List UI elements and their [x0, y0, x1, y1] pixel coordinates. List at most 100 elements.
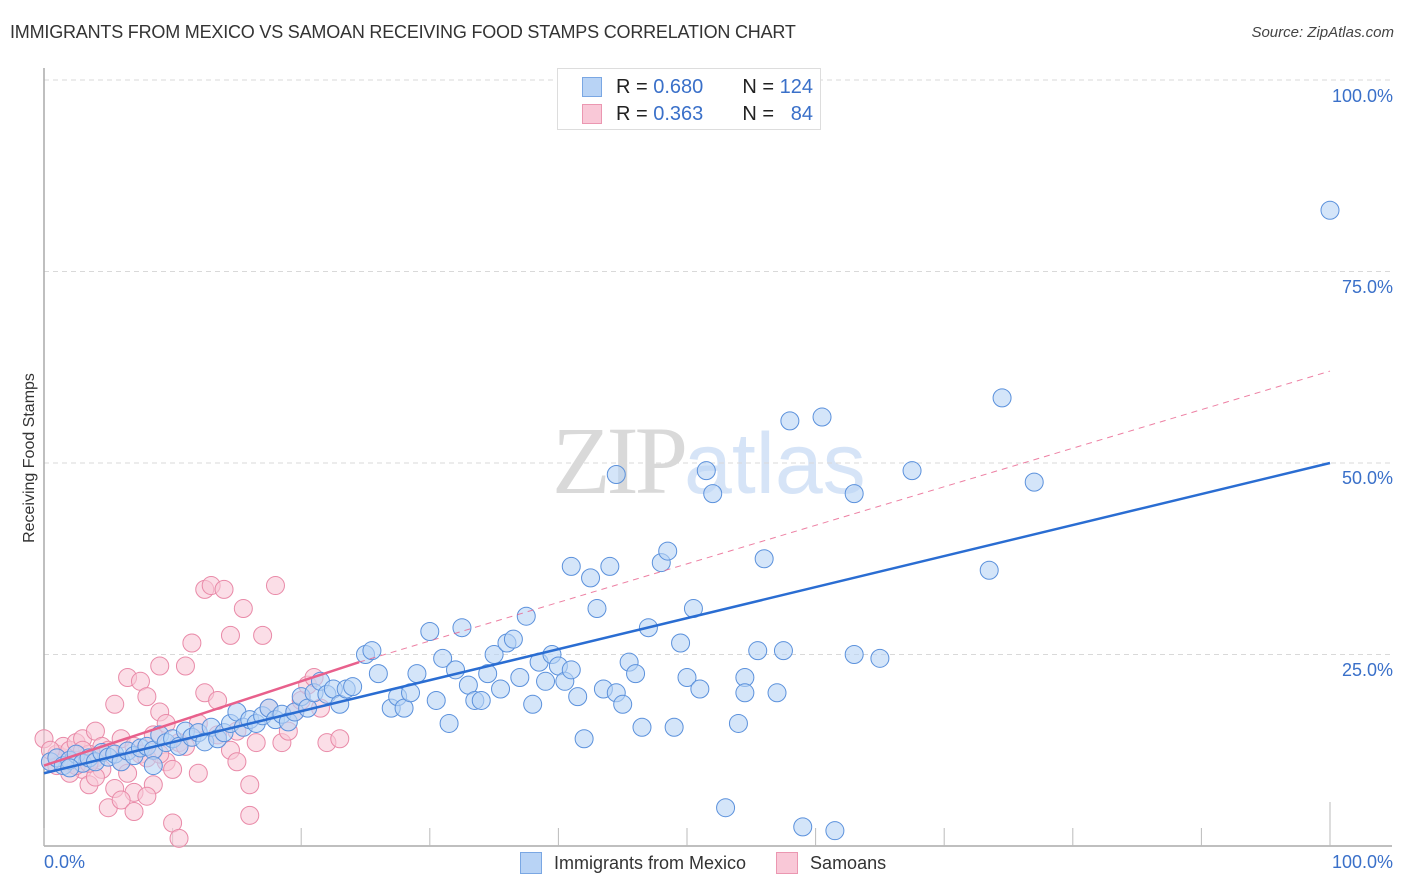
- mexico-point: [812, 407, 832, 427]
- y-tick-100: 100.0%: [1331, 86, 1393, 106]
- mexico-point: [606, 464, 626, 484]
- y-tick-75: 75.0%: [1341, 277, 1393, 297]
- samoans-point: [233, 599, 253, 619]
- samoans-point: [169, 828, 189, 848]
- n-label: N =: [742, 75, 775, 98]
- mexico-point: [407, 664, 427, 684]
- mexico-point: [471, 690, 491, 710]
- r-value: 0.680: [653, 75, 704, 98]
- watermark: ZIPatlas: [552, 405, 866, 516]
- samoans-point: [188, 763, 208, 783]
- legend-label-samoans: Samoans: [810, 852, 887, 873]
- mexico-point: [844, 645, 864, 664]
- mexico-point: [632, 717, 652, 737]
- mexico-point: [452, 618, 472, 638]
- mexico-point: [491, 679, 511, 699]
- samoans-trend-extended: [358, 370, 1331, 663]
- r-value: 0.363: [653, 102, 704, 125]
- samoans-point: [175, 656, 195, 676]
- mexico-point: [478, 664, 498, 684]
- mexico-point: [439, 713, 459, 733]
- mexico-point: [690, 679, 710, 699]
- mexico-point: [658, 541, 678, 561]
- pink-swatch-icon: [582, 104, 602, 124]
- mexico-point: [626, 664, 646, 684]
- x-tick-100: 100.0%: [1331, 852, 1393, 872]
- mexico-point: [536, 671, 556, 691]
- mexico-point: [581, 568, 601, 588]
- watermark-zip: ZIP: [552, 407, 688, 514]
- mexico-point: [664, 717, 684, 737]
- samoans-trend-line: [43, 660, 360, 767]
- samoans-point: [111, 790, 131, 810]
- samoans-point: [124, 802, 144, 822]
- mexico-point: [568, 687, 588, 707]
- samoans-point: [220, 625, 240, 645]
- mexico-point: [574, 729, 594, 749]
- n-label: N =: [742, 102, 775, 125]
- legend-row-mexico: R = 0.680 N = 124: [582, 75, 813, 99]
- mexico-point: [780, 411, 800, 431]
- mexico-point: [143, 756, 163, 776]
- legend-row-samoans: R = 0.363 N = 84: [582, 102, 813, 126]
- samoans-point: [150, 656, 170, 676]
- mexico-point: [516, 606, 536, 626]
- mexico-point: [728, 713, 748, 733]
- mexico-point: [613, 694, 633, 714]
- samoans-point: [214, 579, 234, 599]
- y-tick-50: 50.0%: [1341, 468, 1393, 488]
- blue-swatch-icon: [582, 77, 602, 97]
- samoans-point: [246, 733, 266, 753]
- mexico-point: [748, 641, 768, 661]
- blue-swatch-icon: [520, 852, 542, 874]
- samoans-point: [137, 687, 157, 707]
- n-value: 124: [779, 75, 813, 98]
- mexico-point: [587, 599, 607, 619]
- mexico-point: [1024, 472, 1044, 492]
- legend-label-mexico: Immigrants from Mexico: [554, 852, 747, 873]
- mexico-point: [523, 694, 543, 714]
- mexico-point: [677, 667, 697, 687]
- legend-item-mexico[interactable]: Immigrants from Mexico: [520, 852, 746, 874]
- legend-item-samoans[interactable]: Samoans: [776, 852, 886, 874]
- mexico-trend-line: [43, 461, 1331, 775]
- x-tick-0: 0.0%: [44, 852, 86, 872]
- mexico-point: [561, 556, 581, 576]
- samoans-point: [137, 786, 157, 806]
- series-legend: Immigrants from Mexico Samoans: [520, 852, 916, 874]
- mexico-point: [902, 461, 922, 481]
- mexico-point: [510, 667, 530, 687]
- mexico-point: [362, 641, 382, 661]
- mexico-point: [793, 817, 813, 837]
- samoans-point: [240, 805, 260, 825]
- samoans-point: [240, 775, 260, 795]
- mexico-point: [503, 629, 523, 649]
- mexico-point: [844, 484, 864, 504]
- mexico-point: [992, 388, 1012, 408]
- mexico-point: [979, 560, 999, 580]
- samoans-point: [330, 729, 350, 749]
- r-label: R =: [616, 75, 648, 98]
- samoans-point: [265, 576, 285, 596]
- samoans-point: [227, 752, 247, 772]
- mexico-point: [773, 641, 793, 661]
- mexico-point: [600, 556, 620, 576]
- r-label: R =: [616, 102, 648, 125]
- samoans-point: [105, 694, 125, 714]
- pink-swatch-icon: [776, 852, 799, 874]
- mexico-point: [870, 648, 890, 668]
- samoans-point: [163, 759, 183, 779]
- y-axis-label: Receiving Food Stamps: [21, 373, 38, 543]
- correlation-legend: R = 0.680 N = 124 R = 0.363 N = 84: [557, 68, 821, 130]
- n-value: 84: [790, 102, 813, 125]
- mexico-point: [754, 549, 774, 569]
- mexico-point: [696, 461, 716, 481]
- samoans-point: [182, 633, 202, 653]
- mexico-point: [716, 798, 736, 818]
- samoans-point: [253, 625, 273, 645]
- mexico-point: [735, 683, 755, 703]
- mexico-point: [767, 683, 787, 703]
- mexico-point: [561, 660, 581, 680]
- chart-title: IMMIGRANTS FROM MEXICO VS SAMOAN RECEIVI…: [10, 22, 796, 42]
